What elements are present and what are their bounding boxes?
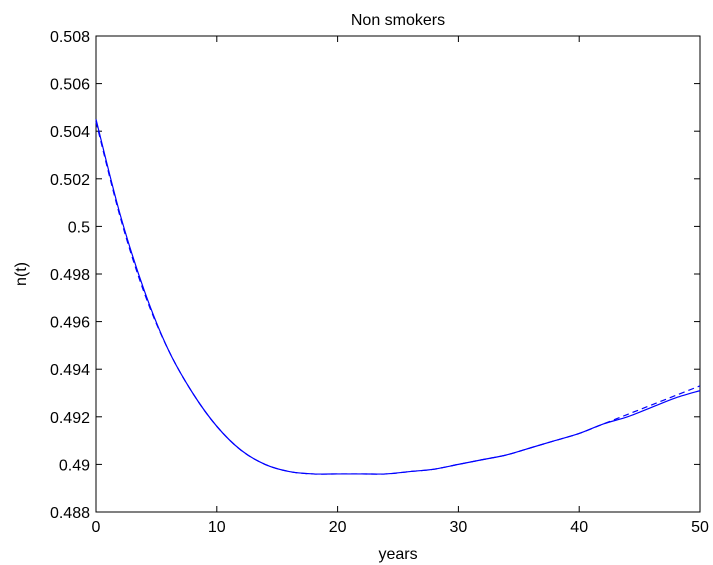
y-tick-label: 0.504: [50, 124, 90, 141]
y-axis-label: n(t): [13, 262, 30, 286]
x-tick-label: 40: [570, 519, 588, 536]
chart-title: Non smokers: [351, 12, 445, 29]
plot-area: 0 10 20 30 40 50 0.488 0.49 0.492 0.494 0.496 0.498…: [50, 29, 709, 536]
x-tick-label: 0: [92, 519, 101, 536]
y-tick-label: 0.488: [50, 505, 90, 522]
x-tick-label: 20: [329, 519, 347, 536]
y-tick-label: 0.494: [50, 362, 90, 379]
x-axis-label: years: [378, 546, 417, 563]
y-tick-label: 0.502: [50, 172, 90, 189]
y-tick-label: 0.5: [68, 219, 90, 236]
series-line-dashed: [95, 121, 701, 475]
y-tick-label: 0.498: [50, 267, 90, 284]
series-line-solid: [95, 119, 701, 475]
axes-frame: [95, 35, 701, 513]
y-tick-label: 0.508: [50, 29, 90, 46]
x-tick-label: 30: [450, 519, 468, 536]
x-tick-label: 10: [208, 519, 226, 536]
x-tick-label: 50: [691, 519, 709, 536]
y-tick-label: 0.506: [50, 77, 90, 94]
y-tick-label: 0.496: [50, 315, 90, 332]
y-tick-label: 0.49: [59, 457, 90, 474]
y-tick-label: 0.492: [50, 410, 90, 427]
